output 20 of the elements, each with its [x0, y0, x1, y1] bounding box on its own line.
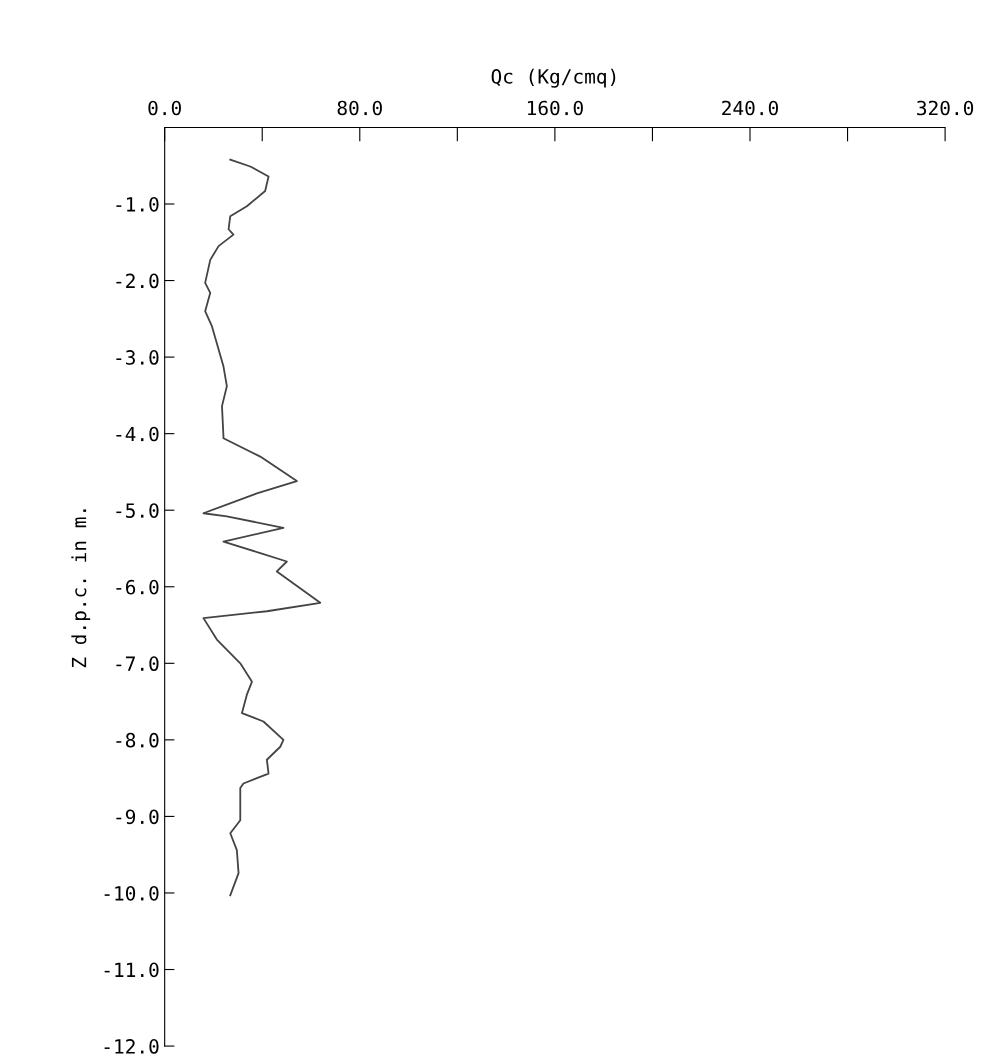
y-tick-label: -3.0	[116, 350, 159, 365]
y-tick-label: -6.0	[116, 579, 159, 595]
y-tick-label: -9.0	[116, 809, 159, 825]
x-tick-label: 0.0	[148, 100, 181, 116]
y-tick-label: -7.0	[116, 656, 159, 672]
y-tick-label: -1.0	[116, 197, 159, 212]
y-tick-label: -8.0	[116, 732, 159, 748]
x-tick-label: 160.0	[527, 100, 583, 116]
y-tick-label: -11.0	[104, 962, 159, 978]
y-tick-label: -4.0	[116, 426, 159, 442]
x-tick-label: 320.0	[917, 100, 974, 116]
y-axis-title: Z d.p.c. in m.	[71, 509, 91, 668]
x-axis-title: Qc (Kg/cmq)	[491, 68, 616, 88]
x-tick-label: 240.0	[722, 100, 778, 116]
y-tick-label: -10.0	[104, 885, 159, 901]
line-series	[202, 158, 322, 897]
x-tick-label: 80.0	[337, 100, 382, 116]
y-tick-label: -2.0	[116, 273, 159, 289]
y-tick-label: -12.0	[104, 1039, 159, 1054]
y-tick-label: -5.0	[116, 503, 159, 518]
